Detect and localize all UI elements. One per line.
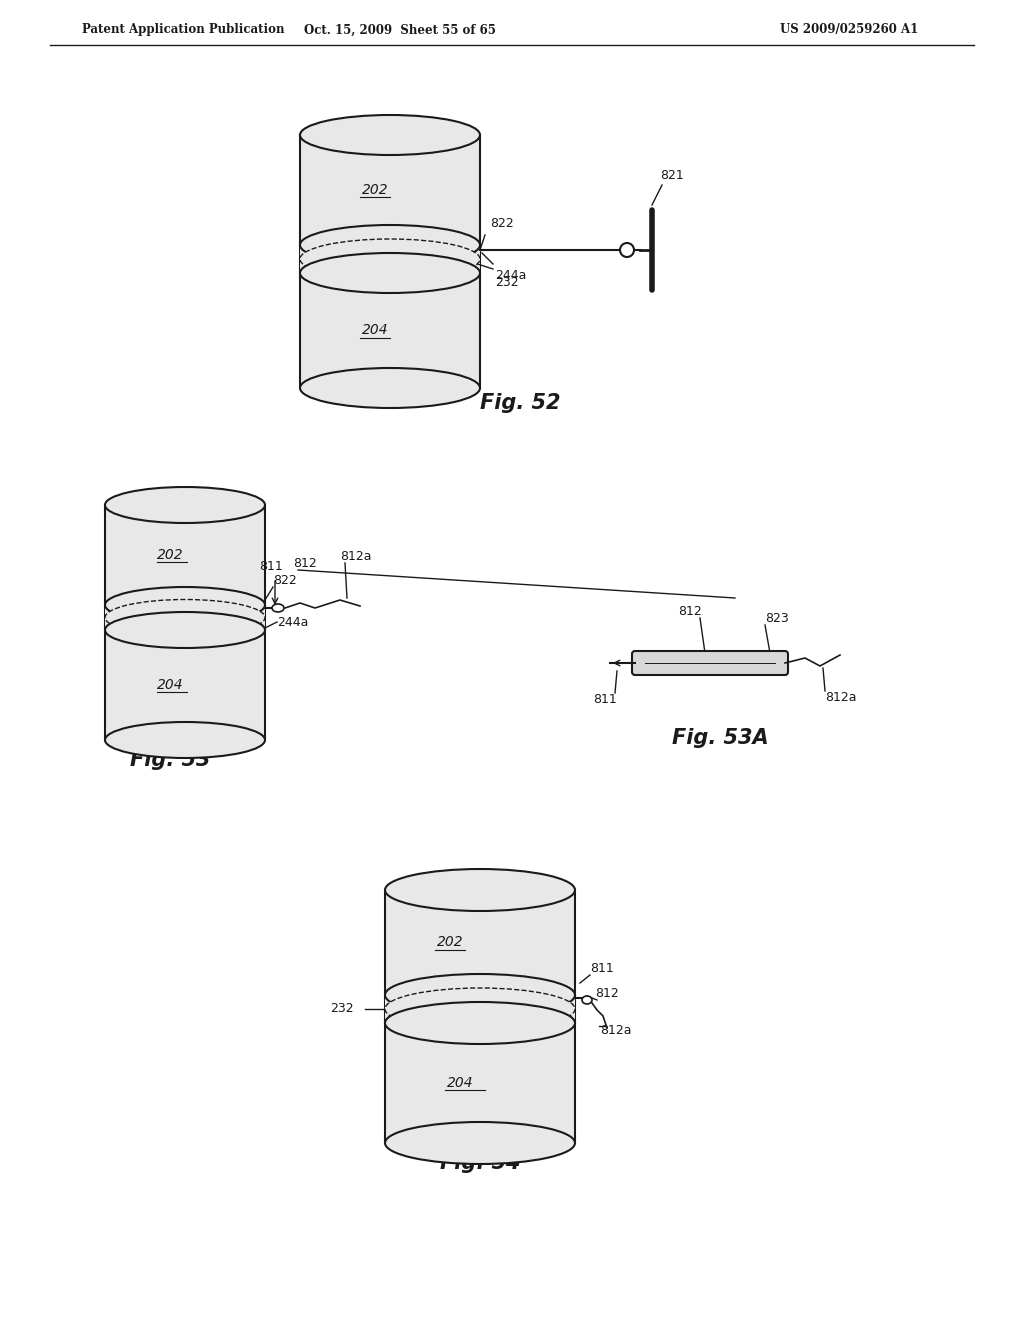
Polygon shape xyxy=(105,506,265,605)
Text: 244a: 244a xyxy=(485,977,516,990)
Polygon shape xyxy=(385,890,575,995)
Text: 811: 811 xyxy=(593,693,616,706)
Ellipse shape xyxy=(385,974,575,1016)
Text: 232: 232 xyxy=(330,1002,353,1015)
Ellipse shape xyxy=(105,599,265,635)
Ellipse shape xyxy=(300,224,480,265)
Ellipse shape xyxy=(105,612,265,648)
Ellipse shape xyxy=(300,239,480,279)
Text: Fig. 53: Fig. 53 xyxy=(130,750,210,770)
Text: 822: 822 xyxy=(273,574,297,587)
Text: 812: 812 xyxy=(595,987,618,1001)
Text: 811: 811 xyxy=(259,560,283,573)
Text: Fig. 53A: Fig. 53A xyxy=(672,729,768,748)
Text: Fig. 54: Fig. 54 xyxy=(439,1152,520,1173)
Text: Oct. 15, 2009  Sheet 55 of 65: Oct. 15, 2009 Sheet 55 of 65 xyxy=(304,24,496,37)
Text: 202: 202 xyxy=(157,548,183,562)
Polygon shape xyxy=(105,605,265,630)
Polygon shape xyxy=(385,995,575,1023)
Ellipse shape xyxy=(582,997,592,1005)
Polygon shape xyxy=(105,630,265,741)
Text: 202: 202 xyxy=(436,936,463,949)
Polygon shape xyxy=(300,273,480,388)
Ellipse shape xyxy=(300,253,480,293)
Ellipse shape xyxy=(105,722,265,758)
Text: Fig. 52: Fig. 52 xyxy=(480,393,560,413)
Text: 202: 202 xyxy=(361,183,388,197)
Polygon shape xyxy=(300,135,480,246)
Ellipse shape xyxy=(105,487,265,523)
Ellipse shape xyxy=(620,243,634,257)
Ellipse shape xyxy=(272,605,284,612)
Text: 244a: 244a xyxy=(278,615,308,628)
Ellipse shape xyxy=(385,1002,575,1044)
Text: 822: 822 xyxy=(490,216,514,230)
Text: 232: 232 xyxy=(495,276,518,289)
Text: 812: 812 xyxy=(678,605,701,618)
Text: 820: 820 xyxy=(485,1031,509,1044)
Text: Patent Application Publication: Patent Application Publication xyxy=(82,24,285,37)
Polygon shape xyxy=(385,1023,575,1143)
Text: 821: 821 xyxy=(660,169,684,182)
Text: 204: 204 xyxy=(446,1076,473,1090)
Ellipse shape xyxy=(385,987,575,1030)
Text: 812a: 812a xyxy=(600,1023,632,1036)
Text: 812a: 812a xyxy=(340,550,372,564)
Text: 811: 811 xyxy=(590,962,613,975)
Ellipse shape xyxy=(385,869,575,911)
Text: 812a: 812a xyxy=(825,690,856,704)
Polygon shape xyxy=(300,246,480,273)
Ellipse shape xyxy=(105,587,265,623)
Text: US 2009/0259260 A1: US 2009/0259260 A1 xyxy=(780,24,919,37)
Text: 812: 812 xyxy=(293,557,316,570)
Ellipse shape xyxy=(300,368,480,408)
Text: 823: 823 xyxy=(765,612,788,624)
FancyBboxPatch shape xyxy=(632,651,788,675)
Text: 204: 204 xyxy=(157,678,183,692)
Text: 204: 204 xyxy=(361,323,388,338)
Ellipse shape xyxy=(385,1122,575,1164)
Text: 244a: 244a xyxy=(495,269,526,282)
Ellipse shape xyxy=(300,115,480,154)
